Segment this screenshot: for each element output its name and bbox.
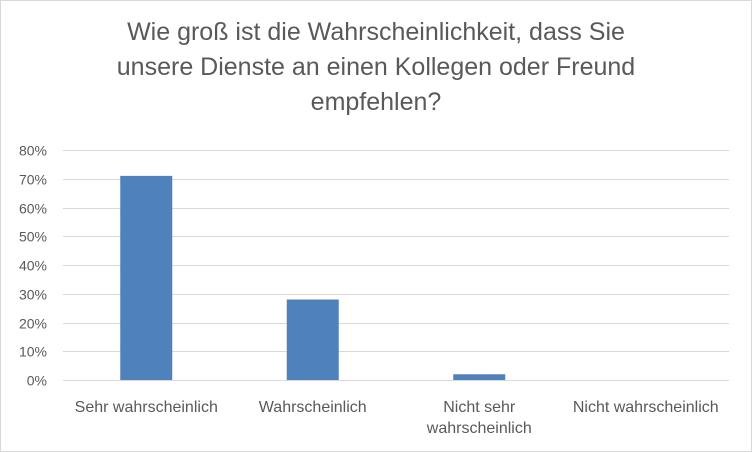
chart-title: Wie groß ist die Wahrscheinlichkeit, das… <box>81 15 671 120</box>
y-tick-label: 0% <box>27 373 47 389</box>
y-tick-label: 10% <box>19 344 47 360</box>
x-tick-label: wahrscheinlich <box>426 420 532 437</box>
x-tick-label: Wahrscheinlich <box>259 399 367 416</box>
x-tick-label: Nicht wahrscheinlich <box>573 399 719 416</box>
bar <box>120 175 173 380</box>
chart-title-line: Wie groß ist die Wahrscheinlichkeit, das… <box>127 18 625 46</box>
x-tick-label: Sehr wahrscheinlich <box>75 399 218 416</box>
chart-title-line: empfehlen? <box>310 88 442 116</box>
y-tick-label: 30% <box>19 287 47 303</box>
y-tick-label: 50% <box>19 229 47 245</box>
bar <box>286 299 339 380</box>
y-tick-label: 20% <box>19 316 47 332</box>
y-tick-label: 40% <box>19 258 47 274</box>
bar <box>453 374 506 380</box>
y-tick-label: 60% <box>19 201 47 217</box>
y-tick-label: 80% <box>19 143 47 159</box>
chart-title-line: unsere Dienste an einen Kollegen oder Fr… <box>116 53 636 81</box>
x-tick-label: Nicht sehr <box>443 399 516 416</box>
y-tick-label: 70% <box>19 172 47 188</box>
